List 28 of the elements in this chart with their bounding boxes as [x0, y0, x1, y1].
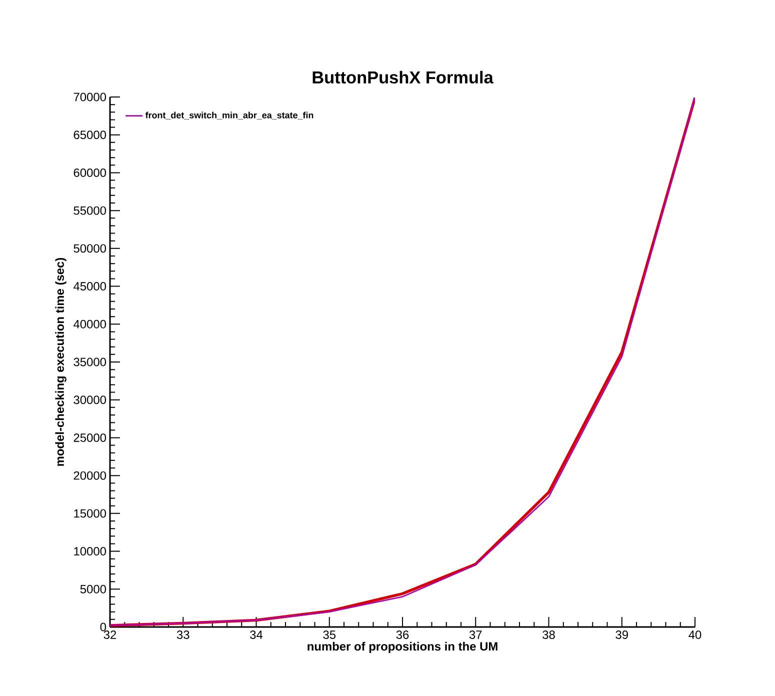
chart-title: ButtonPushX Formula	[312, 70, 494, 84]
y-tick-label: 60000	[74, 168, 106, 177]
y-tick-label: 50000	[74, 244, 106, 253]
y-tick-label: 40000	[74, 320, 106, 328]
y-tick-label: 20000	[74, 471, 106, 480]
x-tick-label: 40	[688, 630, 702, 639]
x-tick-label: 39	[616, 630, 628, 639]
x-axis-title: number of propositions in the UM	[308, 642, 498, 653]
y-tick-label: 65000	[74, 130, 106, 140]
y-tick-label: 15000	[74, 509, 106, 518]
y-tick-label: 70000	[74, 92, 106, 102]
y-tick-label: 35000	[74, 358, 106, 366]
y-tick-label: 0	[100, 622, 106, 632]
legend-label: front_det_switch_min_abr_ea_state_fin	[145, 112, 314, 120]
x-tick-label: 32	[104, 630, 116, 639]
x-tick-label: 38	[542, 630, 555, 639]
x-tick-label: 33	[176, 630, 190, 639]
x-tick-label: 37	[469, 630, 482, 639]
y-tick-label: 5000	[80, 584, 106, 594]
x-tick-label: 35	[323, 630, 336, 639]
x-tick-label: 34	[250, 630, 263, 639]
y-tick-label: 30000	[74, 396, 106, 404]
y-tick-label: 10000	[74, 547, 106, 556]
x-tick-label: 36	[396, 630, 409, 639]
y-tick-label: 55000	[74, 206, 106, 215]
y-tick-label: 25000	[74, 433, 106, 442]
y-axis-title: model-checking execution time (sec)	[55, 258, 66, 466]
y-tick-label: 45000	[74, 282, 106, 291]
